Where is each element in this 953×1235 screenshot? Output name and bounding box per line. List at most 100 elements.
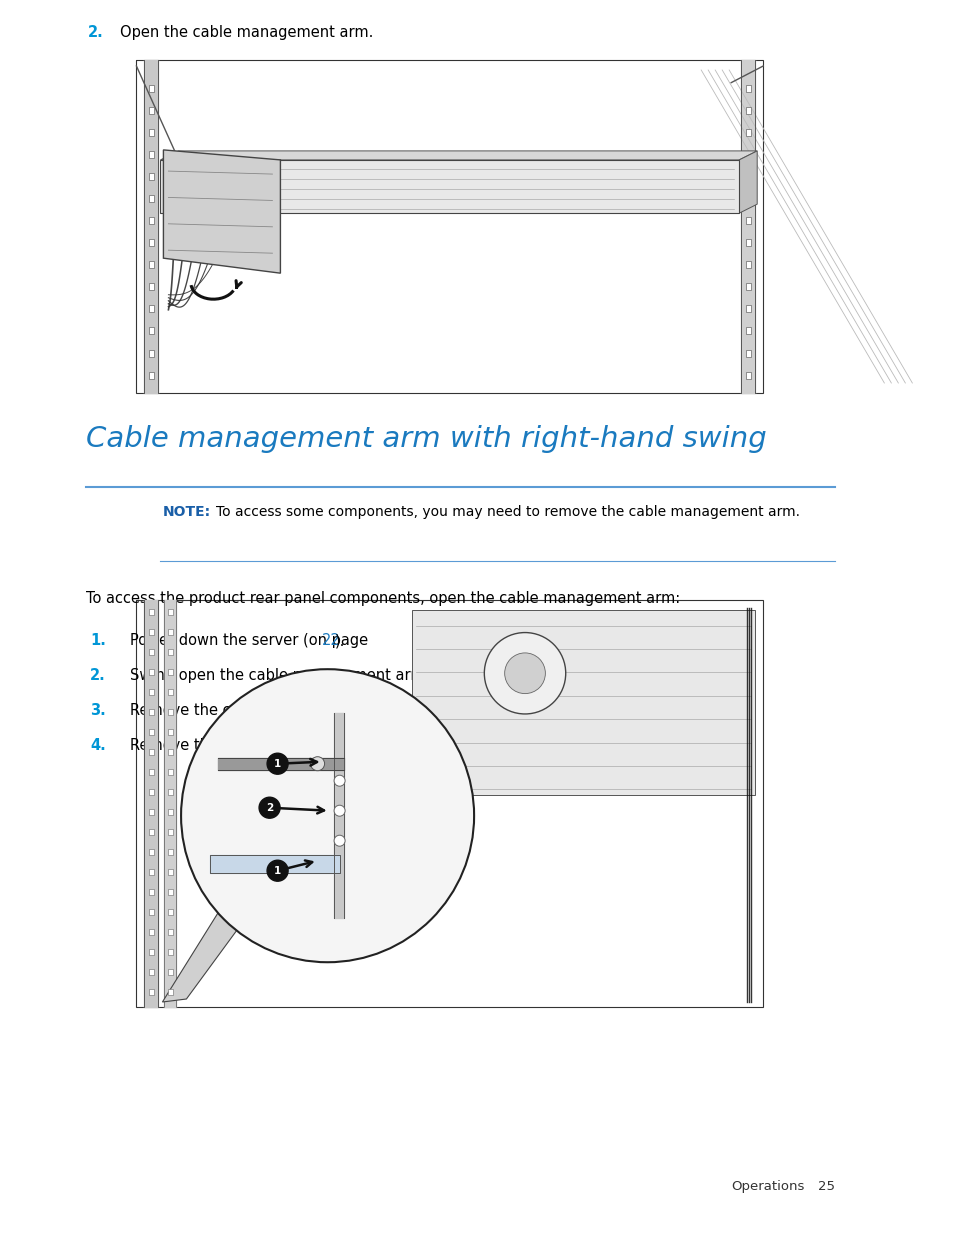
Circle shape: [181, 669, 474, 962]
Bar: [168, 789, 172, 795]
Bar: [745, 195, 750, 203]
Bar: [149, 284, 153, 290]
Circle shape: [334, 805, 345, 816]
Bar: [149, 748, 153, 755]
Bar: [149, 217, 153, 225]
Bar: [149, 173, 153, 180]
Text: Swing open the cable management arm.: Swing open the cable management arm.: [130, 668, 429, 683]
Bar: [745, 130, 750, 137]
Bar: [149, 609, 153, 615]
Polygon shape: [163, 149, 280, 273]
Bar: [168, 689, 172, 695]
Bar: [149, 240, 153, 247]
Bar: [149, 969, 153, 974]
Circle shape: [334, 835, 345, 846]
Bar: [745, 262, 750, 268]
Bar: [168, 709, 172, 715]
Bar: [745, 284, 750, 290]
Bar: [160, 159, 739, 214]
Bar: [168, 829, 172, 835]
Polygon shape: [160, 151, 757, 159]
Bar: [149, 305, 153, 312]
Text: 25: 25: [817, 1179, 834, 1193]
Text: Open the cable management arm.: Open the cable management arm.: [120, 25, 373, 40]
Text: 2.: 2.: [90, 668, 106, 683]
Bar: [149, 809, 153, 815]
Bar: [745, 85, 750, 93]
Bar: [149, 948, 153, 955]
Bar: [168, 629, 172, 635]
Bar: [149, 669, 153, 676]
Bar: [745, 173, 750, 180]
Bar: [745, 350, 750, 357]
Circle shape: [259, 798, 280, 819]
Text: 1: 1: [274, 866, 281, 876]
Bar: [149, 989, 153, 995]
Bar: [412, 610, 755, 795]
Bar: [149, 869, 153, 876]
Text: 22: 22: [322, 634, 340, 648]
Bar: [149, 829, 153, 835]
Bar: [149, 650, 153, 655]
Bar: [745, 372, 750, 378]
Circle shape: [267, 753, 288, 774]
Text: Remove the cables from the cable trough.: Remove the cables from the cable trough.: [130, 703, 438, 718]
Bar: [168, 869, 172, 876]
Text: NOTE:: NOTE:: [163, 505, 211, 519]
Bar: [745, 107, 750, 115]
Text: Power down the server (on page: Power down the server (on page: [130, 634, 373, 648]
Bar: [168, 969, 172, 974]
Bar: [149, 789, 153, 795]
Bar: [136, 600, 762, 606]
Bar: [149, 152, 153, 158]
Bar: [168, 889, 172, 895]
Bar: [136, 61, 762, 393]
Bar: [149, 929, 153, 935]
Bar: [168, 769, 172, 776]
Bar: [149, 909, 153, 915]
Text: 2: 2: [266, 803, 273, 813]
Bar: [168, 729, 172, 735]
Bar: [745, 217, 750, 225]
Bar: [149, 262, 153, 268]
Polygon shape: [739, 151, 757, 214]
Bar: [149, 689, 153, 695]
Circle shape: [504, 653, 545, 694]
Bar: [168, 948, 172, 955]
Text: ).: ).: [335, 634, 345, 648]
Circle shape: [334, 776, 345, 787]
Bar: [149, 130, 153, 137]
Bar: [745, 152, 750, 158]
Bar: [149, 889, 153, 895]
Text: 1: 1: [274, 758, 281, 768]
Bar: [168, 669, 172, 676]
Bar: [149, 629, 153, 635]
Bar: [149, 195, 153, 203]
Text: 3.: 3.: [90, 703, 106, 718]
Bar: [168, 848, 172, 855]
Text: To access some components, you may need to remove the cable management arm.: To access some components, you may need …: [215, 505, 800, 519]
Text: To access the product rear panel components, open the cable management arm:: To access the product rear panel compone…: [86, 592, 679, 606]
Bar: [168, 809, 172, 815]
Bar: [149, 848, 153, 855]
Bar: [168, 609, 172, 615]
Bar: [149, 709, 153, 715]
Bar: [168, 909, 172, 915]
Bar: [149, 372, 153, 378]
Bar: [745, 240, 750, 247]
Polygon shape: [162, 722, 375, 1002]
Text: 4.: 4.: [90, 739, 106, 753]
Circle shape: [267, 861, 288, 882]
Circle shape: [311, 757, 324, 771]
Bar: [168, 748, 172, 755]
Text: Cable management arm with right-hand swing: Cable management arm with right-hand swi…: [86, 425, 766, 453]
Bar: [149, 769, 153, 776]
Bar: [149, 85, 153, 93]
Bar: [136, 600, 762, 1007]
Bar: [745, 327, 750, 335]
Bar: [168, 929, 172, 935]
Text: Operations: Operations: [731, 1179, 804, 1193]
Bar: [149, 350, 153, 357]
Bar: [149, 327, 153, 335]
Bar: [149, 729, 153, 735]
